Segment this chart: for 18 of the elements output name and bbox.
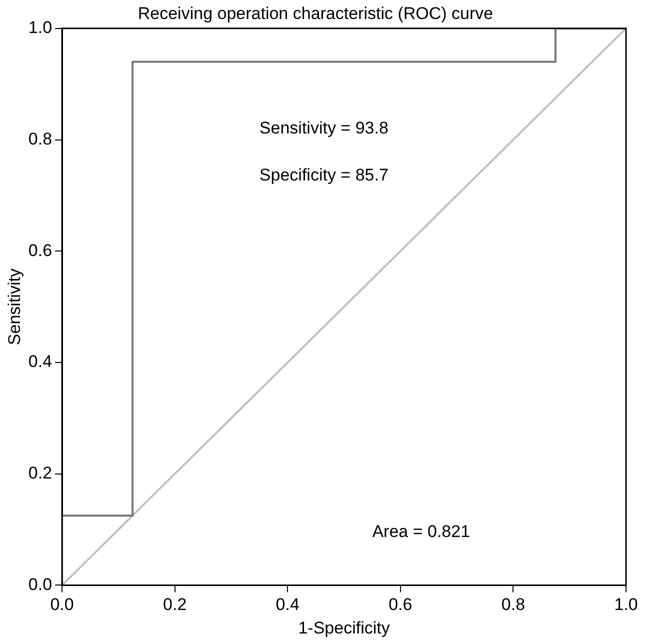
y-axis-title: Sensitivity bbox=[4, 268, 24, 346]
y-tick-label: 0.0 bbox=[28, 574, 52, 594]
annotation: Specificity = 85.7 bbox=[259, 166, 388, 185]
x-tick-label: 1.0 bbox=[614, 595, 638, 614]
y-tick-label: 0.8 bbox=[28, 129, 52, 148]
annotation: Sensitivity = 93.8 bbox=[259, 118, 388, 138]
x-axis-title: 1-Specificity bbox=[298, 618, 390, 638]
y-tick-label: 1.0 bbox=[28, 18, 52, 38]
annotation: Area = 0.821 bbox=[372, 522, 470, 541]
chart-title: Receiving operation characteristic (ROC) curve bbox=[138, 4, 494, 23]
x-tick-label: 0.2 bbox=[163, 595, 187, 614]
x-tick-label: 0.0 bbox=[50, 595, 74, 614]
x-tick-label: 0.4 bbox=[276, 595, 300, 614]
y-tick-label: 0.2 bbox=[28, 464, 52, 483]
x-tick-label: 0.8 bbox=[501, 595, 526, 614]
x-tick-label: 0.6 bbox=[388, 595, 412, 614]
y-tick-label: 0.4 bbox=[28, 352, 52, 372]
y-tick-label: 0.6 bbox=[28, 240, 52, 260]
